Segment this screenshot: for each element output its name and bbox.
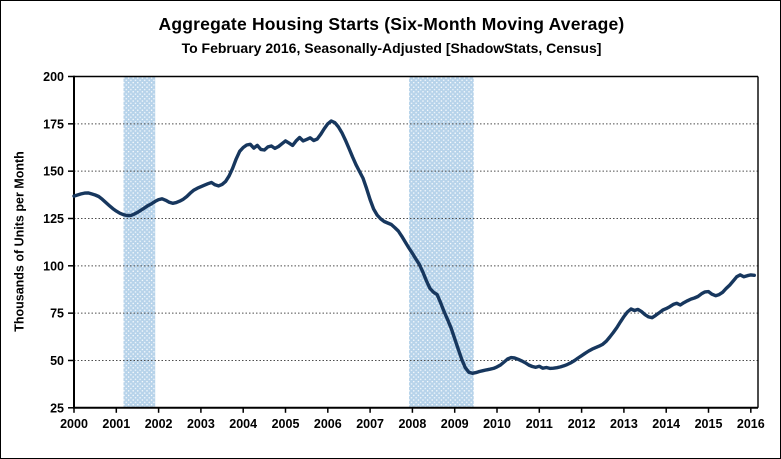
x-tick-label: 2003: [187, 417, 215, 431]
chart-subtitle: To February 2016, Seasonally-Adjusted [S…: [181, 40, 602, 56]
x-tick-label: 2010: [483, 417, 511, 431]
y-tick-label: 50: [50, 354, 64, 368]
y-tick-label: 150: [43, 165, 64, 179]
x-tick-label: 2009: [441, 417, 469, 431]
x-tick-label: 2004: [229, 417, 257, 431]
chart-title: Aggregate Housing Starts (Six-Month Movi…: [158, 14, 625, 34]
x-tick-label: 2007: [356, 417, 384, 431]
recession-band: [123, 76, 156, 408]
x-tick-label: 2005: [272, 417, 300, 431]
x-tick-label: 2012: [568, 417, 596, 431]
y-tick-label: 175: [43, 117, 64, 131]
x-tick-label: 2016: [737, 417, 765, 431]
y-tick-label: 200: [43, 70, 64, 84]
x-tick-label: 2008: [398, 417, 426, 431]
recession-band: [409, 76, 474, 408]
x-tick-label: 2015: [695, 417, 723, 431]
y-tick-label: 100: [43, 259, 64, 273]
y-tick-label: 75: [50, 307, 64, 321]
y-tick-label: 25: [50, 401, 64, 415]
x-tick-label: 2013: [610, 417, 638, 431]
x-tick-label: 2001: [102, 417, 130, 431]
y-tick-label: 125: [43, 212, 64, 226]
x-tick-label: 2011: [526, 417, 553, 431]
x-tick-label: 2000: [60, 417, 88, 431]
x-tick-label: 2002: [145, 417, 173, 431]
x-tick-label: 2014: [652, 417, 680, 431]
housing-starts-line: [72, 119, 756, 375]
x-tick-label: 2006: [314, 417, 342, 431]
